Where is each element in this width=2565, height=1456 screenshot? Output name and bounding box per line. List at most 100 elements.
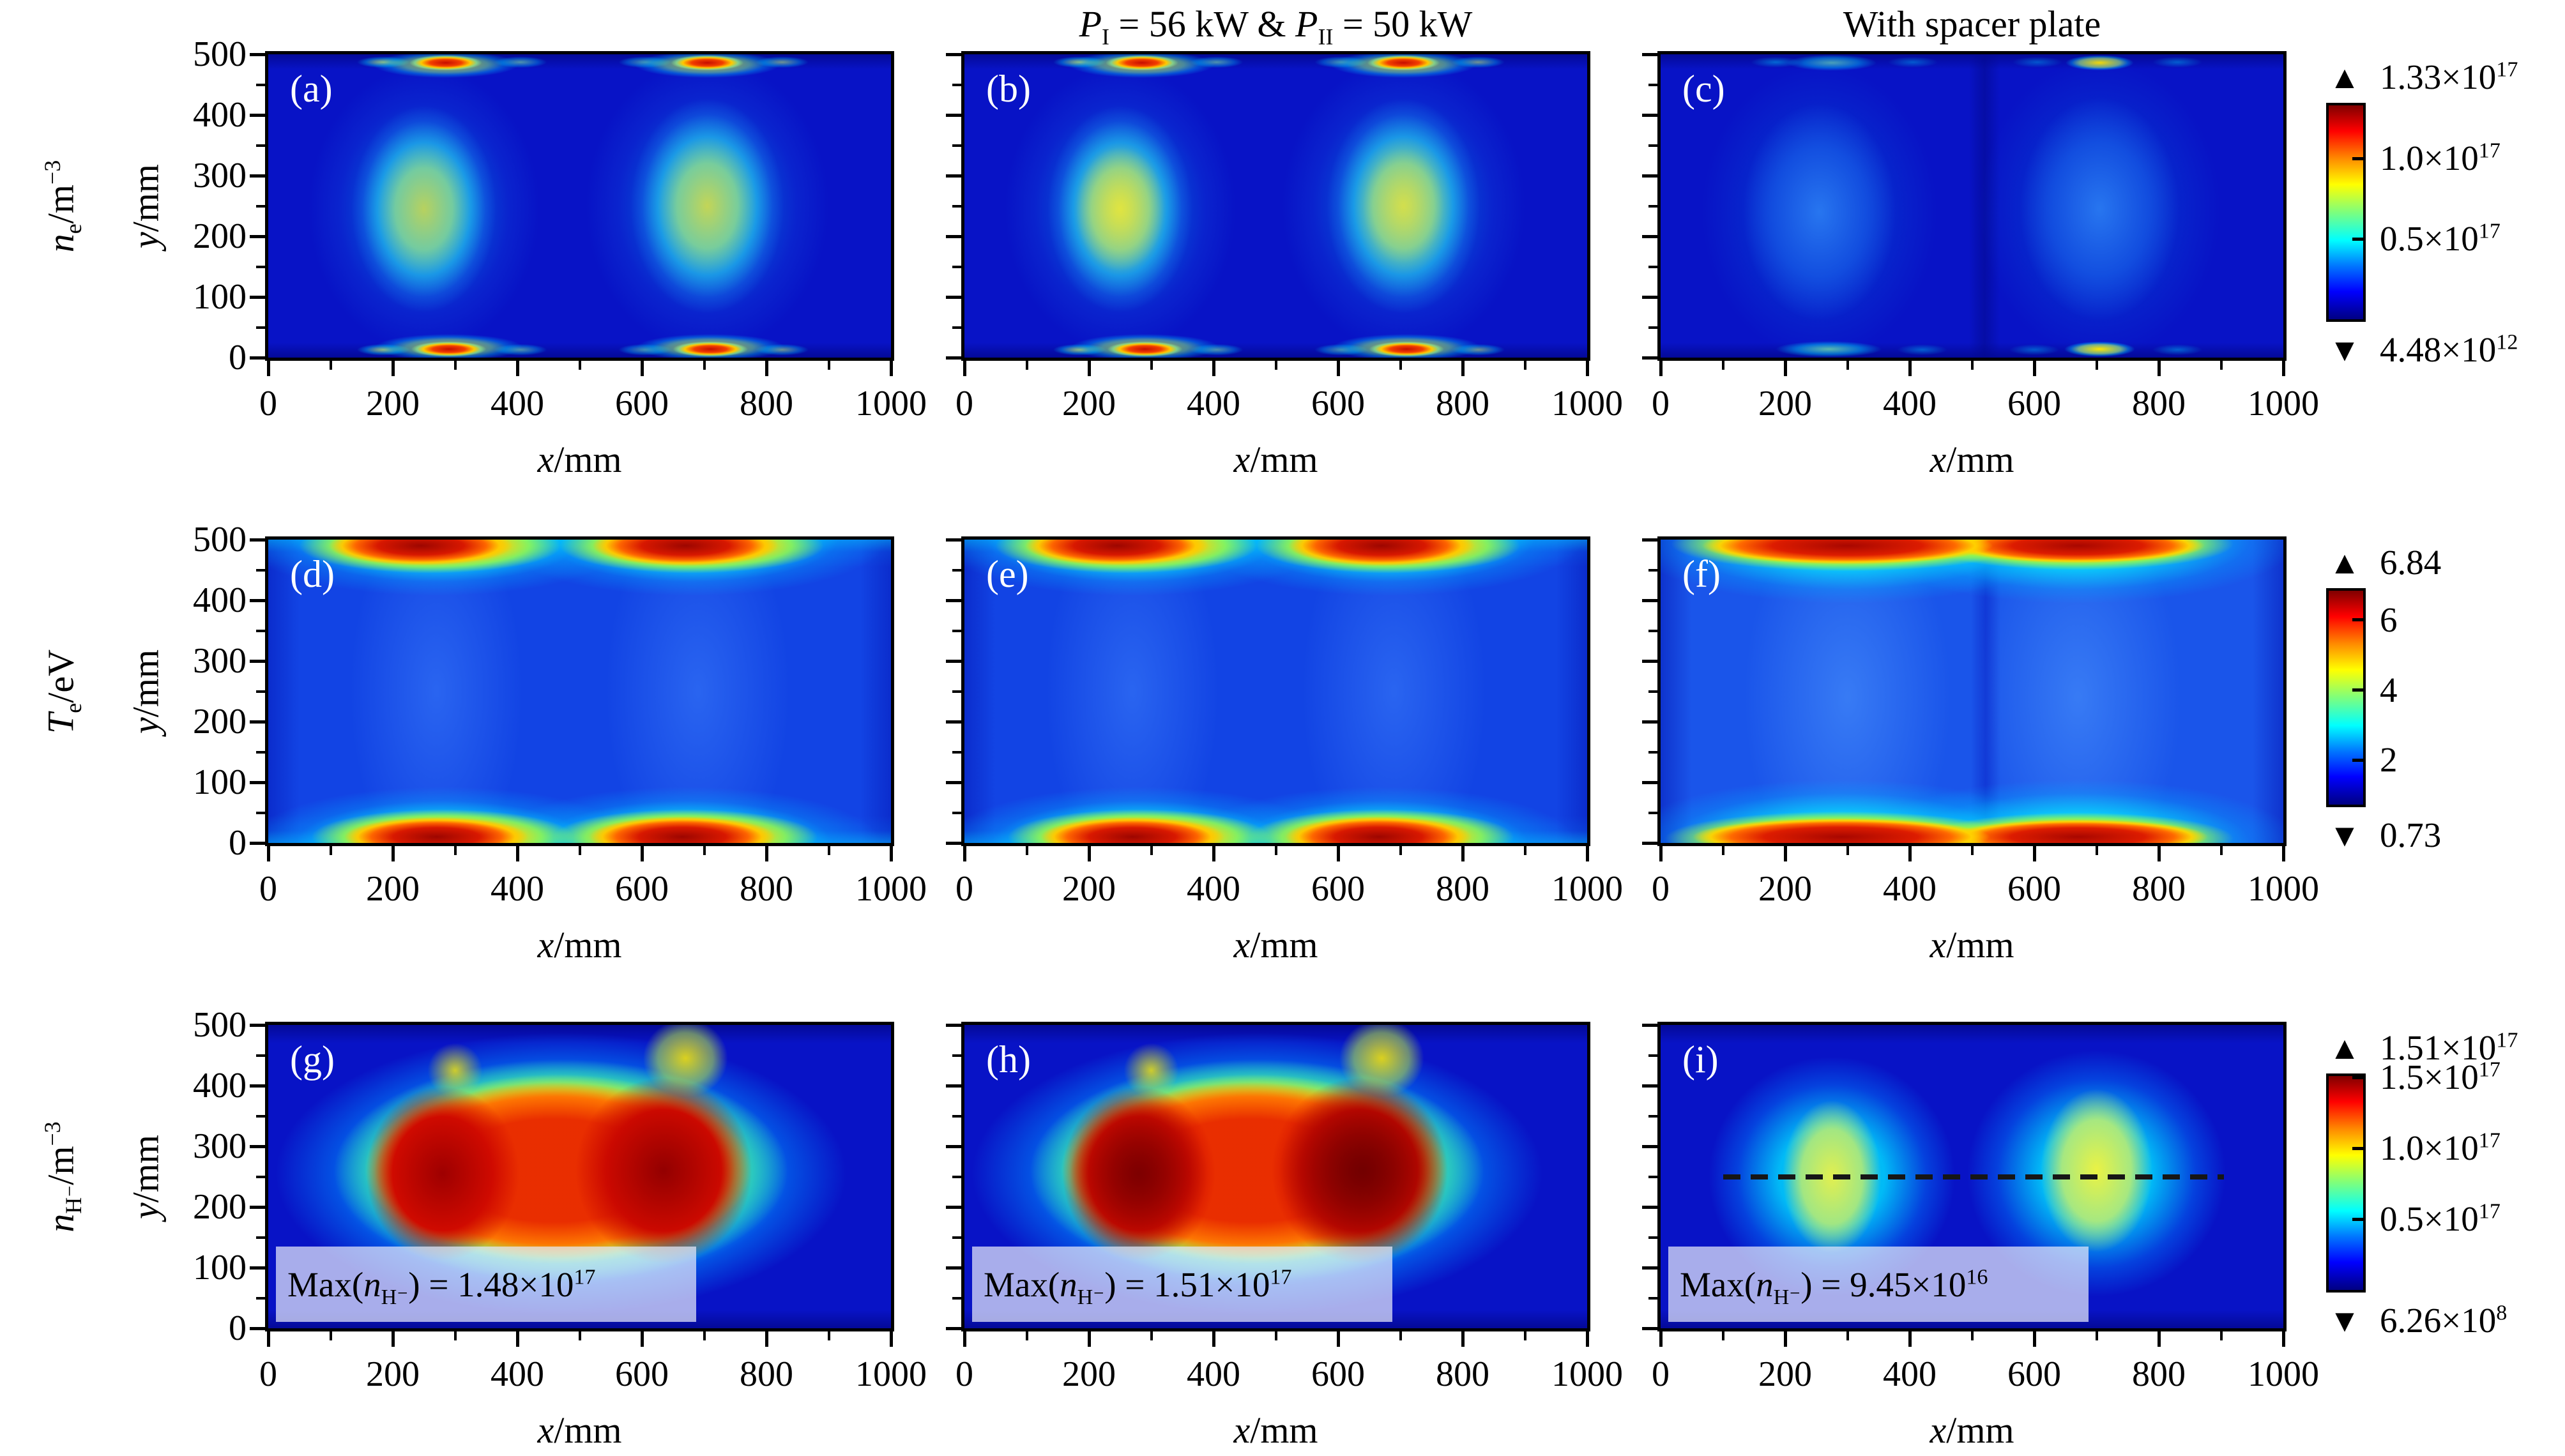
panel-label-a: (a) [290,68,333,110]
y-major-tick [250,1144,265,1148]
x-tick-label: 800 [2132,1354,2186,1394]
x-minor-tick [703,846,706,855]
y-minor-tick [1648,204,1657,208]
y-major-tick [250,356,265,360]
y-minor-tick [256,144,265,147]
panel-label-d: (d) [290,553,335,595]
colorbar-tick [2352,156,2363,160]
y-major-tick [946,659,961,663]
x-major-tick [2032,846,2036,861]
x-axis-label: x/mm [1233,924,1318,966]
x-minor-tick [2219,1331,2223,1340]
x-tick-label: 400 [1883,1354,1937,1394]
x-axis-label: x/mm [537,439,622,480]
y-major-tick [946,780,961,784]
y-minor-tick [1648,750,1657,754]
y-major-tick [946,1084,961,1088]
x-tick-label: 200 [1758,384,1812,423]
heatmap-panel-d: (d) [265,536,894,846]
heatmap-panel-i: (i) Max(nH⁻) = 9.45×1016 [1657,1022,2287,1331]
heatmap-panel-b: (b) [961,51,1590,361]
x-axis-label: x/mm [537,1409,622,1451]
x-axis-label: x/mm [1233,1409,1318,1451]
x-major-tick [266,1331,270,1347]
colorbar-tick [2352,1217,2363,1221]
x-minor-tick [1970,846,1974,855]
y-tick-label: 400 [193,1066,247,1105]
x-tick-label: 400 [1187,869,1240,909]
panel-label-c: (c) [1682,68,1725,110]
x-minor-tick [827,1331,830,1340]
x-major-tick [1659,1331,1663,1347]
y-major-tick [1642,356,1657,360]
y-minor-tick [256,750,265,754]
heatmap-panel-g: (g) Max(nH⁻) = 1.48×1017 [265,1022,894,1331]
x-tick-label: 200 [366,869,420,909]
x-tick-label: 0 [1652,384,1670,423]
y-major-tick [250,113,265,117]
x-major-tick [1659,361,1663,376]
x-minor-tick [1399,846,1402,855]
y-tick-label: 300 [193,1126,247,1166]
x-major-tick [1336,1331,1340,1347]
x-major-tick [1336,846,1340,861]
y-minor-tick [952,144,961,147]
colorbar-tick-label: 1.0×1017 [2380,139,2500,178]
panel-label-b: (b) [986,68,1031,110]
x-major-tick [1212,1331,1215,1347]
x-tick-label: 800 [1436,869,1489,909]
x-major-tick [963,1331,966,1347]
column-title-power: PI = 56 kW & PII = 50 kW [1079,3,1473,50]
y-minor-tick [1648,265,1657,268]
up-triangle-icon: ▲ [2329,545,2361,580]
colorbar-max-label: 1.33×1017 [2380,57,2518,96]
x-tick-label: 1000 [1551,1354,1623,1394]
y-minor-tick [256,1236,265,1239]
down-triangle-icon: ▼ [2329,817,2361,853]
x-minor-tick [1970,361,1974,370]
x-major-tick [1783,846,1787,861]
x-axis-label: x/mm [1233,439,1318,480]
x-tick-label: 1000 [855,869,927,909]
colorbar-tick-label: 6 [2380,600,2398,639]
x-tick-label: 800 [740,1354,793,1394]
heatmap-panel-e: (e) [961,536,1590,846]
colorbar-tick [2352,758,2363,762]
x-tick-label: 600 [2007,1354,2061,1394]
x-major-tick [963,361,966,376]
y-major-tick [1642,659,1657,663]
y-major-tick [250,659,265,663]
x-tick-label: 1000 [1551,384,1623,423]
y-minor-tick [1648,1114,1657,1118]
y-minor-tick [952,568,961,572]
x-major-tick [765,846,768,861]
y-minor-tick [1648,568,1657,572]
y-major-tick [250,1205,265,1209]
y-major-tick [1642,113,1657,117]
y-minor-tick [1648,1296,1657,1300]
x-minor-tick [1523,1331,1526,1340]
y-major-tick [250,1266,265,1270]
y-minor-tick [1648,1175,1657,1178]
x-minor-tick [329,1331,332,1340]
x-major-tick [1087,1331,1091,1347]
x-major-tick [1783,1331,1787,1347]
y-minor-tick [256,1175,265,1178]
x-minor-tick [1274,361,1277,370]
x-tick-label: 600 [615,384,669,423]
y-minor-tick [952,1114,961,1118]
x-major-tick [2032,361,2036,376]
x-tick-label: 600 [1311,1354,1365,1394]
max-annotation-text-g: Max(nH⁻) = 1.48×1017 [287,1264,596,1309]
colorbar-tick [2352,618,2363,622]
x-major-tick [963,846,966,861]
y-minor-tick [952,1054,961,1057]
x-major-tick [515,1331,519,1347]
x-tick-label: 400 [1187,384,1240,423]
x-tick-label: 800 [740,384,793,423]
y-major-tick [1642,1023,1657,1027]
y-minor-tick [256,811,265,814]
x-minor-tick [1721,361,1724,370]
x-major-tick [640,1331,644,1347]
